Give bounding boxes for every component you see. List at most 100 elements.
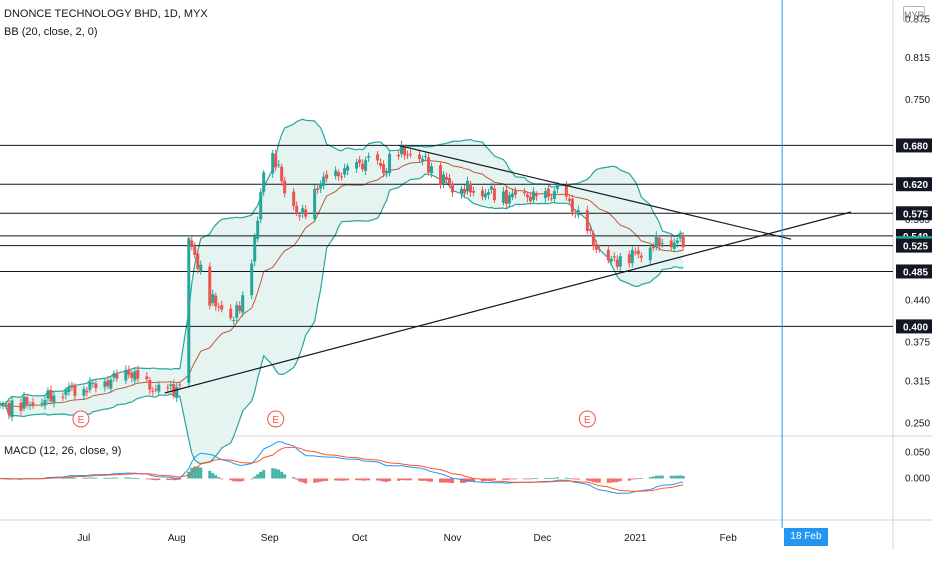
candle-body (489, 186, 493, 190)
candle-body (459, 188, 463, 195)
price-tick-label: 0.315 (905, 376, 930, 387)
candle-body (256, 220, 260, 239)
candle-body (552, 191, 556, 199)
macd-histogram-bar (522, 478, 526, 480)
macd-histogram-bar (525, 478, 529, 480)
level-price-box (896, 138, 932, 153)
candle-body (322, 176, 326, 186)
candle-body (25, 397, 29, 405)
macd-histogram-bar (555, 477, 559, 479)
candle-body (585, 210, 589, 232)
candle-body (0, 403, 2, 405)
candle-body (672, 242, 676, 249)
macd-histogram-bar (235, 478, 239, 482)
macd-histogram-bar (507, 478, 511, 480)
candle-body (651, 246, 655, 249)
candle-body (385, 170, 389, 173)
macd-histogram-bar (627, 478, 631, 481)
macd-tick-label: 0.050 (905, 448, 930, 459)
candle-body (283, 180, 287, 194)
macd-histogram-bar (232, 478, 236, 482)
candle-body (678, 234, 682, 239)
macd-histogram-bar (397, 478, 401, 481)
price-tick-label: 0.440 (905, 296, 930, 307)
candle-body (7, 403, 11, 415)
macd-histogram-bar (133, 477, 137, 479)
macd-histogram-bar (570, 478, 574, 480)
candle-body (507, 194, 511, 204)
price-tick-label: 0.815 (905, 53, 930, 64)
candle-body (109, 379, 113, 389)
macd-histogram-bar (124, 477, 128, 479)
candle-body (465, 180, 469, 192)
candle-body (346, 166, 350, 171)
candle-body (175, 386, 179, 399)
candle-body (447, 177, 451, 184)
macd-histogram-bar (106, 477, 110, 479)
macd-histogram-bar (73, 477, 77, 479)
macd-histogram-bar (322, 478, 326, 482)
macd-histogram-bar (678, 475, 682, 479)
candle-body (217, 306, 221, 308)
macd-histogram-bar (447, 478, 451, 483)
level-price-box (896, 319, 932, 334)
time-tick-label: Jul (78, 533, 91, 544)
candle-body (355, 161, 359, 169)
candle-body (430, 166, 434, 174)
candle-body (298, 215, 302, 217)
candle-body (340, 176, 344, 178)
candle-body (597, 249, 601, 251)
macd-histogram-bar (208, 470, 212, 479)
macd-histogram-bar (274, 468, 278, 479)
candle-body (136, 369, 140, 379)
macd-histogram-bar (67, 477, 71, 479)
currency-button[interactable]: MYR (903, 6, 925, 22)
macd-histogram-bar (355, 478, 359, 481)
candle-body (28, 404, 32, 406)
macd-histogram-bar (283, 474, 287, 479)
macd-histogram-bar (304, 478, 308, 484)
candle-body (648, 247, 652, 261)
symbol-title: DNONCE TECHNOLOGY BHD, 1D, MYX (4, 8, 208, 20)
macd-histogram-bar (379, 478, 383, 481)
candle-body (292, 191, 296, 207)
candle-body (555, 185, 559, 189)
macd-histogram-bar (340, 478, 344, 481)
macd-histogram-bar (552, 477, 556, 479)
candle-body (235, 305, 239, 318)
macd-histogram-bar (103, 477, 107, 479)
macd-histogram-bar (639, 477, 643, 479)
macd-histogram-bar (385, 478, 389, 482)
macd-histogram-bar (427, 478, 431, 482)
macd-histogram-bar (115, 477, 119, 479)
macd-histogram-bar (301, 478, 305, 483)
price-tick-label: 0.250 (905, 418, 930, 429)
candle-body (193, 246, 197, 256)
macd-histogram-bar (471, 478, 475, 482)
macd-histogram-bar (675, 475, 679, 479)
macd-histogram-bar (169, 478, 173, 480)
candle-body (166, 387, 170, 389)
candle-body (397, 154, 401, 157)
candle-body (606, 250, 610, 261)
macd-histogram-bar (418, 478, 422, 481)
candle-body (573, 212, 577, 214)
level-price-label: 0.485 (903, 267, 928, 278)
earnings-marker (72, 410, 90, 428)
candle-body (4, 405, 8, 407)
macd-histogram-bar (442, 478, 446, 483)
macd-histogram-bar (382, 478, 386, 482)
candle-body (669, 240, 673, 248)
bb-basis-line (0, 159, 684, 408)
candle-body (169, 384, 173, 386)
time-tick-label: Aug (168, 533, 186, 544)
macd-histogram-bar (406, 478, 410, 481)
macd-histogram-bar (211, 472, 215, 479)
macd-histogram-bar (588, 478, 592, 482)
macd-histogram-bar (597, 478, 601, 483)
candle-body (214, 295, 218, 307)
macd-histogram-bar (217, 477, 221, 479)
marker-date-label: 18 Feb '21 (784, 528, 828, 560)
macd-histogram-bar (88, 477, 92, 479)
macd-histogram-bar (280, 471, 284, 479)
